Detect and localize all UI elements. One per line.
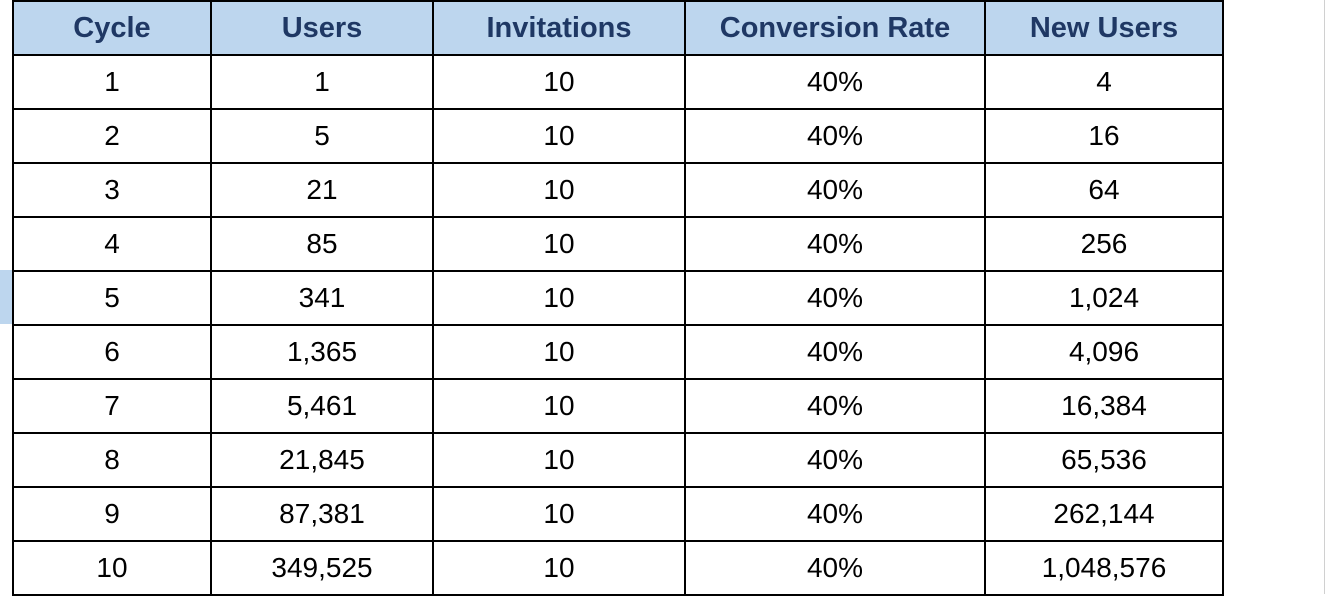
col-header-cycle[interactable]: Cycle bbox=[13, 1, 211, 55]
col-header-conversion-rate[interactable]: Conversion Rate bbox=[685, 1, 985, 55]
cell[interactable]: 40% bbox=[685, 433, 985, 487]
col-header-users[interactable]: Users bbox=[211, 1, 433, 55]
cell[interactable]: 9 bbox=[13, 487, 211, 541]
cell[interactable]: 5,461 bbox=[211, 379, 433, 433]
cell[interactable]: 10 bbox=[433, 163, 685, 217]
cell[interactable]: 10 bbox=[433, 109, 685, 163]
cell[interactable]: 7 bbox=[13, 379, 211, 433]
col-header-invitations[interactable]: Invitations bbox=[433, 1, 685, 55]
cell[interactable]: 87,381 bbox=[211, 487, 433, 541]
cell[interactable]: 10 bbox=[433, 379, 685, 433]
cell[interactable]: 10 bbox=[433, 217, 685, 271]
cell[interactable]: 5 bbox=[13, 271, 211, 325]
cell[interactable]: 8 bbox=[13, 433, 211, 487]
cell[interactable]: 40% bbox=[685, 271, 985, 325]
cell[interactable]: 21,845 bbox=[211, 433, 433, 487]
table-row: 1 1 10 40% 4 bbox=[13, 55, 1223, 109]
cell[interactable]: 40% bbox=[685, 163, 985, 217]
cell[interactable]: 4 bbox=[13, 217, 211, 271]
table-row: 4 85 10 40% 256 bbox=[13, 217, 1223, 271]
cell[interactable]: 65,536 bbox=[985, 433, 1223, 487]
cell[interactable]: 40% bbox=[685, 325, 985, 379]
cell[interactable]: 16 bbox=[985, 109, 1223, 163]
spreadsheet-region: Cycle Users Invitations Conversion Rate … bbox=[0, 0, 1328, 594]
table-header-row: Cycle Users Invitations Conversion Rate … bbox=[13, 1, 1223, 55]
cell[interactable]: 16,384 bbox=[985, 379, 1223, 433]
cell[interactable]: 1,024 bbox=[985, 271, 1223, 325]
cell[interactable]: 1,365 bbox=[211, 325, 433, 379]
table-row: 2 5 10 40% 16 bbox=[13, 109, 1223, 163]
table-body: 1 1 10 40% 4 2 5 10 40% 16 3 21 10 40% 6… bbox=[13, 55, 1223, 595]
cell[interactable]: 85 bbox=[211, 217, 433, 271]
cell[interactable]: 2 bbox=[13, 109, 211, 163]
cell[interactable]: 341 bbox=[211, 271, 433, 325]
table-row: 6 1,365 10 40% 4,096 bbox=[13, 325, 1223, 379]
table-row: 3 21 10 40% 64 bbox=[13, 163, 1223, 217]
table-row: 10 349,525 10 40% 1,048,576 bbox=[13, 541, 1223, 595]
cell[interactable]: 40% bbox=[685, 541, 985, 595]
cell[interactable]: 10 bbox=[433, 433, 685, 487]
cell[interactable]: 10 bbox=[433, 271, 685, 325]
cell[interactable]: 64 bbox=[985, 163, 1223, 217]
cell[interactable]: 10 bbox=[433, 55, 685, 109]
cell[interactable]: 10 bbox=[433, 541, 685, 595]
cell[interactable]: 3 bbox=[13, 163, 211, 217]
cell[interactable]: 256 bbox=[985, 217, 1223, 271]
table-row: 9 87,381 10 40% 262,144 bbox=[13, 487, 1223, 541]
col-header-new-users[interactable]: New Users bbox=[985, 1, 1223, 55]
cell[interactable]: 4,096 bbox=[985, 325, 1223, 379]
table-row: 8 21,845 10 40% 65,536 bbox=[13, 433, 1223, 487]
cell[interactable]: 5 bbox=[211, 109, 433, 163]
gridline bbox=[1324, 0, 1325, 594]
cell[interactable]: 10 bbox=[433, 325, 685, 379]
cell[interactable]: 40% bbox=[685, 109, 985, 163]
table-row: 7 5,461 10 40% 16,384 bbox=[13, 379, 1223, 433]
virality-table: Cycle Users Invitations Conversion Rate … bbox=[12, 0, 1224, 596]
cell[interactable]: 40% bbox=[685, 217, 985, 271]
cell[interactable]: 4 bbox=[985, 55, 1223, 109]
cell[interactable]: 40% bbox=[685, 487, 985, 541]
table-row: 5 341 10 40% 1,024 bbox=[13, 271, 1223, 325]
cell[interactable]: 10 bbox=[433, 487, 685, 541]
cell[interactable]: 21 bbox=[211, 163, 433, 217]
cell[interactable]: 349,525 bbox=[211, 541, 433, 595]
cell[interactable]: 40% bbox=[685, 55, 985, 109]
cell[interactable]: 262,144 bbox=[985, 487, 1223, 541]
cell[interactable]: 1 bbox=[13, 55, 211, 109]
cell[interactable]: 10 bbox=[13, 541, 211, 595]
cell[interactable]: 1,048,576 bbox=[985, 541, 1223, 595]
cell[interactable]: 40% bbox=[685, 379, 985, 433]
selection-edge bbox=[0, 270, 12, 324]
cell[interactable]: 1 bbox=[211, 55, 433, 109]
cell[interactable]: 6 bbox=[13, 325, 211, 379]
